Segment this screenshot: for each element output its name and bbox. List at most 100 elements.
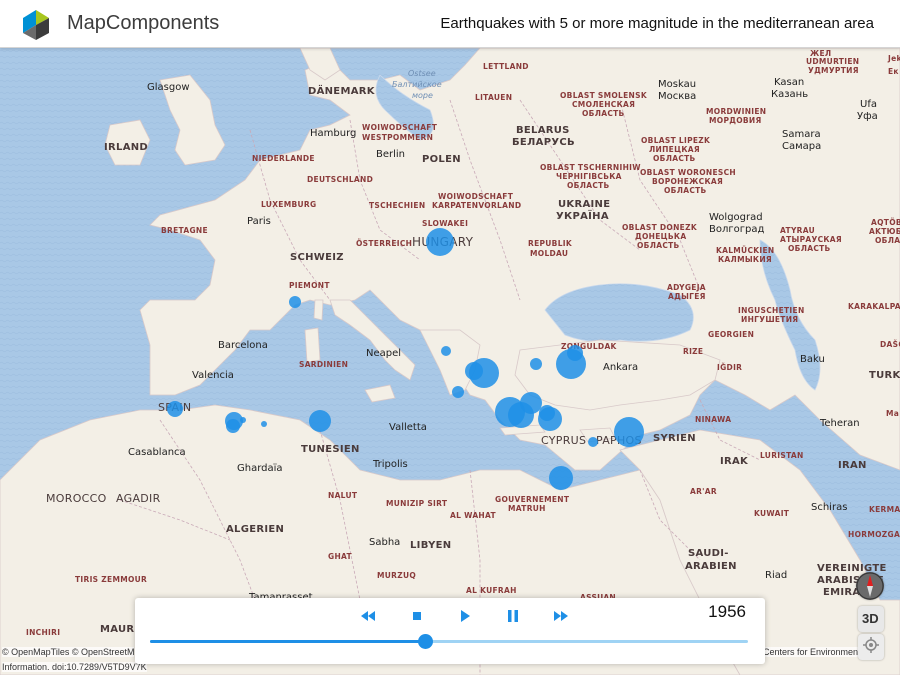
attribution-line1-right: Centers for Environment: [763, 647, 861, 657]
svg-text:MURZUQ: MURZUQ: [377, 571, 416, 580]
svg-text:WESTPOMMERN: WESTPOMMERN: [362, 133, 433, 142]
earthquake-marker[interactable]: [530, 358, 542, 370]
earthquake-marker[interactable]: [567, 345, 583, 361]
earthquake-marker[interactable]: [614, 417, 644, 447]
play-icon: [461, 610, 470, 622]
label-moldau: REPUBLIK: [528, 239, 573, 248]
geolocate-button[interactable]: [858, 634, 884, 660]
3d-button[interactable]: 3D: [858, 606, 884, 632]
mapcomponents-logo[interactable]: [23, 8, 57, 40]
map-canvas[interactable]: DÄNEMARK IRLAND NIEDERLANDE DEUTSCHLAND …: [0, 48, 900, 675]
year-display: 1956: [708, 602, 746, 621]
svg-text:Jek: Jek: [887, 54, 900, 63]
svg-text:AR'AR: AR'AR: [690, 487, 717, 496]
svg-text:ЧЕРНІГІВСЬКА: ЧЕРНІГІВСЬКА: [556, 172, 622, 181]
svg-text:АТЫРАУСКАЯ: АТЫРАУСКАЯ: [780, 235, 842, 244]
city-sabha: Sabha: [369, 537, 400, 548]
attribution-line2: Information. doi:10.7289/V5TD9V7K: [2, 662, 147, 672]
svg-text:Уфа: Уфа: [857, 111, 878, 122]
svg-text:KERMAN: KERMAN: [869, 505, 900, 514]
city-ufa: Ufa: [860, 99, 877, 110]
earthquake-marker[interactable]: [226, 419, 240, 433]
city-glasgow: Glasgow: [147, 82, 190, 93]
svg-text:ОБЛАСТЬ: ОБЛАСТЬ: [637, 241, 680, 250]
earthquake-marker[interactable]: [167, 401, 183, 417]
city-valletta: Valletta: [389, 422, 427, 433]
label-deutschland: DEUTSCHLAND: [307, 175, 373, 184]
rewind-button[interactable]: [356, 604, 380, 628]
label-polen: POLEN: [422, 154, 461, 165]
svg-text:OBLAST TSCHERNIHIW: OBLAST TSCHERNIHIW: [540, 163, 641, 172]
stop-button[interactable]: [405, 604, 429, 628]
rewind-icon: [361, 611, 375, 621]
city-schiras: Schiras: [811, 502, 847, 513]
svg-text:ДОНЕЦЬКА: ДОНЕЦЬКА: [635, 232, 686, 241]
svg-text:ARABISCHE: ARABISCHE: [817, 575, 884, 586]
earthquake-marker[interactable]: [588, 437, 598, 447]
svg-text:ОБЛАСТ: ОБЛАСТ: [875, 236, 900, 245]
city-tripolis: Tripolis: [372, 459, 408, 470]
label-daenemark: DÄNEMARK: [308, 83, 376, 97]
svg-text:БЕЛАРУСЬ: БЕЛАРУСЬ: [512, 137, 575, 148]
earthquake-marker[interactable]: [261, 421, 267, 427]
label-schweiz: SCHWEIZ: [290, 252, 344, 263]
svg-text:TIRIS ZEMMOUR: TIRIS ZEMMOUR: [75, 575, 147, 584]
earthquake-marker[interactable]: [441, 346, 451, 356]
earthquake-marker[interactable]: [539, 405, 555, 421]
timeline-slider[interactable]: [150, 634, 748, 649]
pause-button[interactable]: [501, 604, 525, 628]
svg-text:Самара: Самара: [782, 141, 821, 152]
compass-button[interactable]: [856, 572, 884, 600]
svg-text:море: море: [412, 91, 433, 100]
svg-text:WOIWODSCHAFT: WOIWODSCHAFT: [362, 123, 438, 132]
label-slowakei: SLOWAKEI: [422, 219, 468, 228]
label-tunesien: TUNESIEN: [301, 444, 360, 455]
earthquake-marker[interactable]: [289, 296, 301, 308]
city-berlin: Berlin: [376, 149, 405, 160]
earthquake-marker[interactable]: [549, 466, 573, 490]
svg-text:ARABIEN: ARABIEN: [685, 561, 737, 572]
svg-text:OBLAST WORONESCH: OBLAST WORONESCH: [640, 168, 736, 177]
svg-text:UDMURTIEN: UDMURTIEN: [806, 57, 859, 66]
earthquake-marker[interactable]: [520, 392, 542, 414]
label-litauen: LITAUEN: [475, 93, 512, 102]
label-niederlande: NIEDERLANDE: [252, 154, 315, 163]
stop-icon: [413, 612, 421, 620]
svg-text:OBLAST LIPEZK: OBLAST LIPEZK: [641, 136, 711, 145]
earthquake-layer[interactable]: [167, 228, 644, 490]
svg-text:АДЫГЕЯ: АДЫГЕЯ: [668, 292, 706, 301]
fast-forward-icon: [554, 611, 568, 621]
svg-text:LURISTAN: LURISTAN: [760, 451, 804, 460]
svg-text:RIZE: RIZE: [683, 347, 703, 356]
svg-text:ОБЛАСТЬ: ОБЛАСТЬ: [664, 186, 707, 195]
city-ankara: Ankara: [603, 362, 638, 373]
locate-icon: [863, 637, 879, 653]
svg-text:MATRUH: MATRUH: [508, 504, 546, 513]
svg-text:Балтийское: Балтийское: [392, 80, 442, 89]
earthquake-marker[interactable]: [426, 228, 454, 256]
label-cyprus: CYPRUS: [541, 434, 586, 447]
label-irak: IRAK: [720, 456, 749, 467]
svg-text:AQTÖBE: AQTÖBE: [871, 218, 900, 227]
label-irland: IRLAND: [104, 142, 148, 153]
city-baku: Baku: [800, 354, 825, 365]
svg-text:GOUVERNEMENT: GOUVERNEMENT: [495, 495, 570, 504]
svg-text:AL WAHAT: AL WAHAT: [450, 511, 497, 520]
earthquake-marker[interactable]: [465, 362, 483, 380]
city-tamanrasset: Tamanrasset: [248, 592, 313, 603]
fast-forward-button[interactable]: [549, 604, 573, 628]
label-saudi: SAUDI-: [688, 548, 729, 559]
play-button[interactable]: [453, 604, 477, 628]
svg-text:ATYRAU: ATYRAU: [780, 226, 815, 235]
label-agadir: AGADIR: [116, 492, 161, 505]
svg-text:Москва: Москва: [658, 91, 696, 102]
svg-text:ОБЛАСТЬ: ОБЛАСТЬ: [582, 109, 625, 118]
timeline-slider-handle[interactable]: [418, 634, 434, 649]
3d-label: 3D: [862, 611, 879, 626]
earthquake-marker[interactable]: [240, 417, 246, 423]
earthquake-marker[interactable]: [309, 410, 331, 432]
logo-text: MapComponents: [67, 12, 220, 34]
svg-text:WOIWODSCHAFT: WOIWODSCHAFT: [438, 192, 514, 201]
earthquake-marker[interactable]: [452, 386, 464, 398]
